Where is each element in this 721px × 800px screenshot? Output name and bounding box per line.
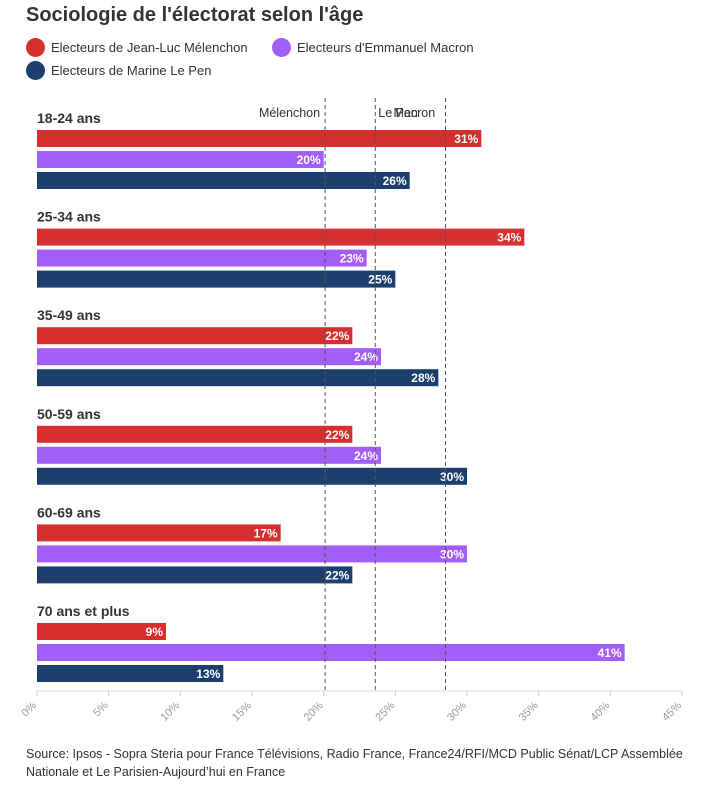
data-label-25-34-ans-s1: 23% [340,252,364,266]
data-label-60-69-ans-s1: 30% [440,547,464,561]
legend-swatch-lepen [26,61,45,80]
source-note: Source: Ipsos - Sopra Steria pour France… [26,747,683,779]
bar-70-ans-et-plus-s1 [37,644,625,661]
reference-label-macron: Macron [394,106,436,120]
data-label-70-ans-et-plus-s0: 9% [146,625,164,639]
data-label-18-24-ans-s1: 20% [297,153,321,167]
bar-50-59-ans-s2 [37,467,467,485]
bar-25-34-ans-s1 [37,249,367,267]
bar-60-69-ans-s0 [37,524,281,542]
legend-item-lepen: Electeurs de Marine Le Pen [26,61,211,80]
category-label-35-49-ans: 35-49 ans [37,307,101,323]
category-label-18-24-ans: 18-24 ans [37,110,101,126]
chart-title: Sociologie de l'électorat selon l'âge [26,4,364,26]
category-label-70-ans-et-plus: 70 ans et plus [37,603,130,619]
legend-swatch-melenchon [26,38,45,57]
reference-label-le-pen: Le Pen [378,106,418,120]
bar-25-34-ans-s0 [37,228,525,246]
bar-60-69-ans-s1 [37,545,467,563]
bar-18-24-ans-s1 [37,151,324,168]
category-label-25-34-ans: 25-34 ans [37,209,101,225]
bar-50-59-ans-s1 [37,446,381,464]
bar-18-24-ans-s0 [37,130,482,147]
bar-70-ans-et-plus-s2 [37,665,224,682]
legend-swatch-macron [272,38,291,57]
x-tick-label-4: 20% [302,699,326,723]
data-label-50-59-ans-s2: 30% [440,470,464,484]
reference-label-melenchon: Mélenchon [259,106,320,120]
data-label-50-59-ans-s0: 22% [325,428,349,442]
bar-35-49-ans-s2 [37,369,439,387]
legend-item-macron: Electeurs d'Emmanuel Macron [272,38,474,57]
data-label-70-ans-et-plus-s2: 13% [196,667,220,681]
data-label-35-49-ans-s1: 24% [354,350,378,364]
data-label-60-69-ans-s0: 17% [254,526,278,540]
legend-label-lepen: Electeurs de Marine Le Pen [51,63,212,78]
x-tick-label-6: 30% [445,699,469,723]
data-label-50-59-ans-s1: 24% [354,449,378,463]
x-tick-label-5: 25% [373,699,397,723]
data-label-35-49-ans-s0: 22% [325,329,349,343]
x-tick-label-3: 15% [230,699,254,723]
bar-35-49-ans-s1 [37,348,381,366]
bar-60-69-ans-s2 [37,566,353,584]
x-tick-label-2: 10% [158,699,182,723]
category-label-50-59-ans: 50-59 ans [37,406,101,422]
bar-18-24-ans-s2 [37,172,410,189]
x-tick-label-7: 35% [517,699,541,723]
data-label-18-24-ans-s0: 31% [454,132,478,146]
data-label-70-ans-et-plus-s1: 41% [598,646,622,660]
x-tick-label-1: 5% [91,699,111,719]
legend-label-macron: Electeurs d'Emmanuel Macron [297,40,474,55]
data-label-35-49-ans-s2: 28% [411,371,435,385]
data-label-60-69-ans-s2: 22% [325,568,349,582]
bar-50-59-ans-s0 [37,425,353,443]
data-label-25-34-ans-s2: 25% [368,273,392,287]
bar-35-49-ans-s0 [37,327,353,345]
category-label-60-69-ans: 60-69 ans [37,504,101,520]
x-tick-label-8: 40% [588,699,612,723]
data-label-25-34-ans-s0: 34% [497,231,521,245]
bar-25-34-ans-s2 [37,270,396,288]
legend-label-melenchon: Electeurs de Jean-Luc Mélenchon [51,40,248,55]
x-tick-label-9: 45% [660,699,684,723]
data-label-18-24-ans-s2: 26% [383,174,407,188]
bar-70-ans-et-plus-s0 [37,623,166,640]
x-tick-label-0: 0% [19,699,39,719]
legend-item-melenchon: Electeurs de Jean-Luc Mélenchon [26,38,248,57]
bar-chart: 18-24 ans 31% 20% 26% 25-34 ans 34% 23% 25% 35-4… [19,98,684,724]
